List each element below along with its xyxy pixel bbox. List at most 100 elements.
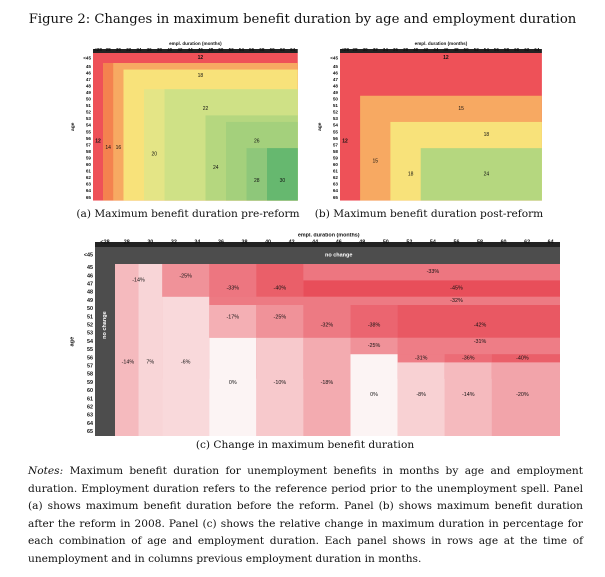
- panel-b-x-tick-13: 52: [474, 47, 480, 52]
- panel-c-cell-label-26: -20%: [516, 392, 529, 398]
- panel-c-cell-18: [444, 354, 492, 363]
- panel-b-y-tick-12: 56: [333, 136, 339, 141]
- panel-c-cell-label-8: -25%: [274, 314, 287, 320]
- panel-c-y-tick-16: 60: [87, 388, 93, 394]
- panel-c-y-tick-15: 59: [87, 380, 93, 386]
- panel-c-x-tick-10: 46: [336, 240, 342, 246]
- panel-a-y-tick-0: <45: [83, 56, 91, 61]
- panel-c-cell-label-2: -33%: [226, 286, 239, 292]
- panel-c-y-tick-2: 46: [87, 273, 93, 279]
- panel-b-y-tick-16: 60: [333, 162, 339, 167]
- panel-c-cell-label-10: -38%: [368, 323, 381, 329]
- panel-a-label-18: 18: [198, 73, 204, 79]
- panel-a-y-tick-16: 60: [86, 162, 92, 167]
- heatmap-panel-c: no change no change -14% -25% -33% -40% -33% -4…: [55, 233, 560, 436]
- figure-notes: Notes: Maximum benefit duration for unem…: [28, 463, 583, 569]
- panel-a-x-tick-13: 52: [229, 47, 235, 52]
- panel-c-cell-9: [256, 305, 304, 338]
- panel-a-y-tick-12: 56: [86, 136, 92, 141]
- panel-a-y-tick-8: 52: [86, 110, 92, 115]
- panel-b-y-tick-10: 54: [333, 123, 339, 128]
- panel-a-label-12-left: 12: [95, 139, 101, 145]
- panel-b-y-tick-17: 61: [333, 169, 339, 174]
- heatmap-panel-b: 12 12 15 15 18 18 24 <28 28 30 32 34 36 38 40 42 44 46 48 5…: [317, 40, 557, 203]
- panel-c-y-tick-13: 57: [87, 364, 93, 370]
- panel-c-cell-label-7: -17%: [226, 314, 239, 320]
- panel-a-x-tick-9: 44: [188, 47, 194, 52]
- panel-a-y-tick-9: 53: [86, 116, 92, 121]
- panel-c-cell-label-15: 7%: [146, 359, 154, 365]
- panel-a-x-tick-12: 50: [218, 47, 224, 52]
- panel-b-y-tick-9: 53: [333, 116, 339, 121]
- panel-b-label-15-left: 15: [372, 158, 378, 164]
- panel-a-x-tick-1: 28: [106, 47, 112, 52]
- panel-c-y-tick-17: 61: [87, 396, 93, 402]
- panel-c-x-tick-16: 58: [477, 240, 483, 246]
- panel-c-cell-11: [350, 305, 398, 338]
- panel-b-x-axis-label: empl. duration (months): [415, 41, 468, 46]
- panel-c-cell-label-12: -31%: [474, 339, 487, 345]
- panel-a-x-tick-14: 54: [239, 47, 245, 52]
- panel-c-cell-25: [444, 362, 492, 436]
- panel-c-x-tick-17: 60: [501, 240, 507, 246]
- panel-a-header-band: [93, 49, 298, 53]
- panel-a-label-14: 14: [105, 145, 111, 151]
- panel-b-x-tick-9: 44: [433, 47, 439, 52]
- panel-a-y-axis-label: age: [71, 122, 76, 131]
- caption-a: (a) Maximum benefit duration pre-reform: [76, 208, 300, 220]
- panel-c-cell-label-9: -32%: [321, 323, 334, 329]
- panel-b-y-tick-3: 47: [333, 77, 339, 82]
- panel-b-label-12-top: 12: [443, 55, 449, 61]
- panel-c-cell-5: [303, 264, 560, 281]
- panel-c-x-tick-0: <28: [100, 240, 109, 246]
- panel-c-y-tick-6: 50: [87, 306, 93, 312]
- panel-c-y-tick-3: 47: [87, 282, 93, 288]
- panel-b-y-axis-label: age: [318, 122, 323, 131]
- panel-a-y-tick-20: 64: [86, 188, 92, 193]
- panel-c-x-tick-11: 48: [359, 240, 365, 246]
- panel-c-cell-24: [397, 362, 445, 436]
- panel-c-y-tick-18: 62: [87, 405, 93, 411]
- panel-c-cell-label-22: -18%: [321, 380, 334, 386]
- panel-b-label-24: 24: [484, 171, 490, 177]
- panel-b-x-tick-17: 60: [514, 47, 520, 52]
- panel-a-x-tick-3: 32: [126, 47, 132, 52]
- panel-b-x-tick-12: 50: [464, 47, 470, 52]
- panel-b-label-18-top: 18: [484, 132, 490, 138]
- panel-c-cell-label-6: -32%: [450, 298, 463, 304]
- panel-c-no-change-label-left: no change: [102, 311, 108, 339]
- panel-c-cell-12: [397, 305, 560, 338]
- panel-b-y-tick-6: 50: [333, 97, 339, 102]
- panel-a-y-tick-2: 46: [86, 70, 92, 75]
- panel-c-y-tick-12: 56: [87, 355, 93, 361]
- panel-a-x-tick-0: <28: [94, 47, 102, 52]
- panel-b-x-tick-2: 30: [363, 47, 369, 52]
- panel-a-x-tick-5: 36: [147, 47, 153, 52]
- panel-c-cell-6: [303, 280, 560, 297]
- panel-b-y-tick-0: <45: [330, 56, 338, 61]
- panel-c-cell-label-14: -14%: [122, 359, 135, 365]
- panel-a-y-tick-1: 45: [86, 64, 92, 69]
- panel-a-y-tick-3: 47: [86, 77, 92, 82]
- panel-c-cell-13: [397, 337, 560, 355]
- panel-c-cell-label-4: -33%: [427, 269, 440, 275]
- panel-c-cell-label-20: 0%: [229, 380, 237, 386]
- panel-a-y-tick-18: 62: [86, 175, 92, 180]
- panel-c-cell-label-17: -31%: [415, 355, 428, 361]
- panel-c-x-tick-6: 38: [242, 240, 248, 246]
- panel-a-y-tick-17: 61: [86, 169, 92, 174]
- panel-c-x-tick-13: 52: [406, 240, 412, 246]
- figure-title: Figure 2: Changes in maximum benefit dur…: [28, 12, 577, 27]
- panel-a-label-24: 24: [213, 165, 219, 171]
- panel-c-cell-4: [256, 264, 304, 297]
- panel-a-label-16: 16: [116, 145, 122, 151]
- panel-c-cell-label-11: -42%: [474, 323, 487, 329]
- panel-c-cell-label-0: -14%: [132, 277, 145, 283]
- panel-c-x-tick-7: 40: [265, 240, 271, 246]
- panel-a-x-tick-10: 46: [198, 47, 204, 52]
- panel-c-cell-label-5: -45%: [450, 286, 463, 292]
- panel-a-label-30: 30: [280, 178, 286, 184]
- panel-a-x-tick-11: 48: [208, 47, 214, 52]
- panel-c-cell-label-1: -25%: [179, 273, 192, 279]
- panel-c-cell-label-13: -25%: [368, 343, 381, 349]
